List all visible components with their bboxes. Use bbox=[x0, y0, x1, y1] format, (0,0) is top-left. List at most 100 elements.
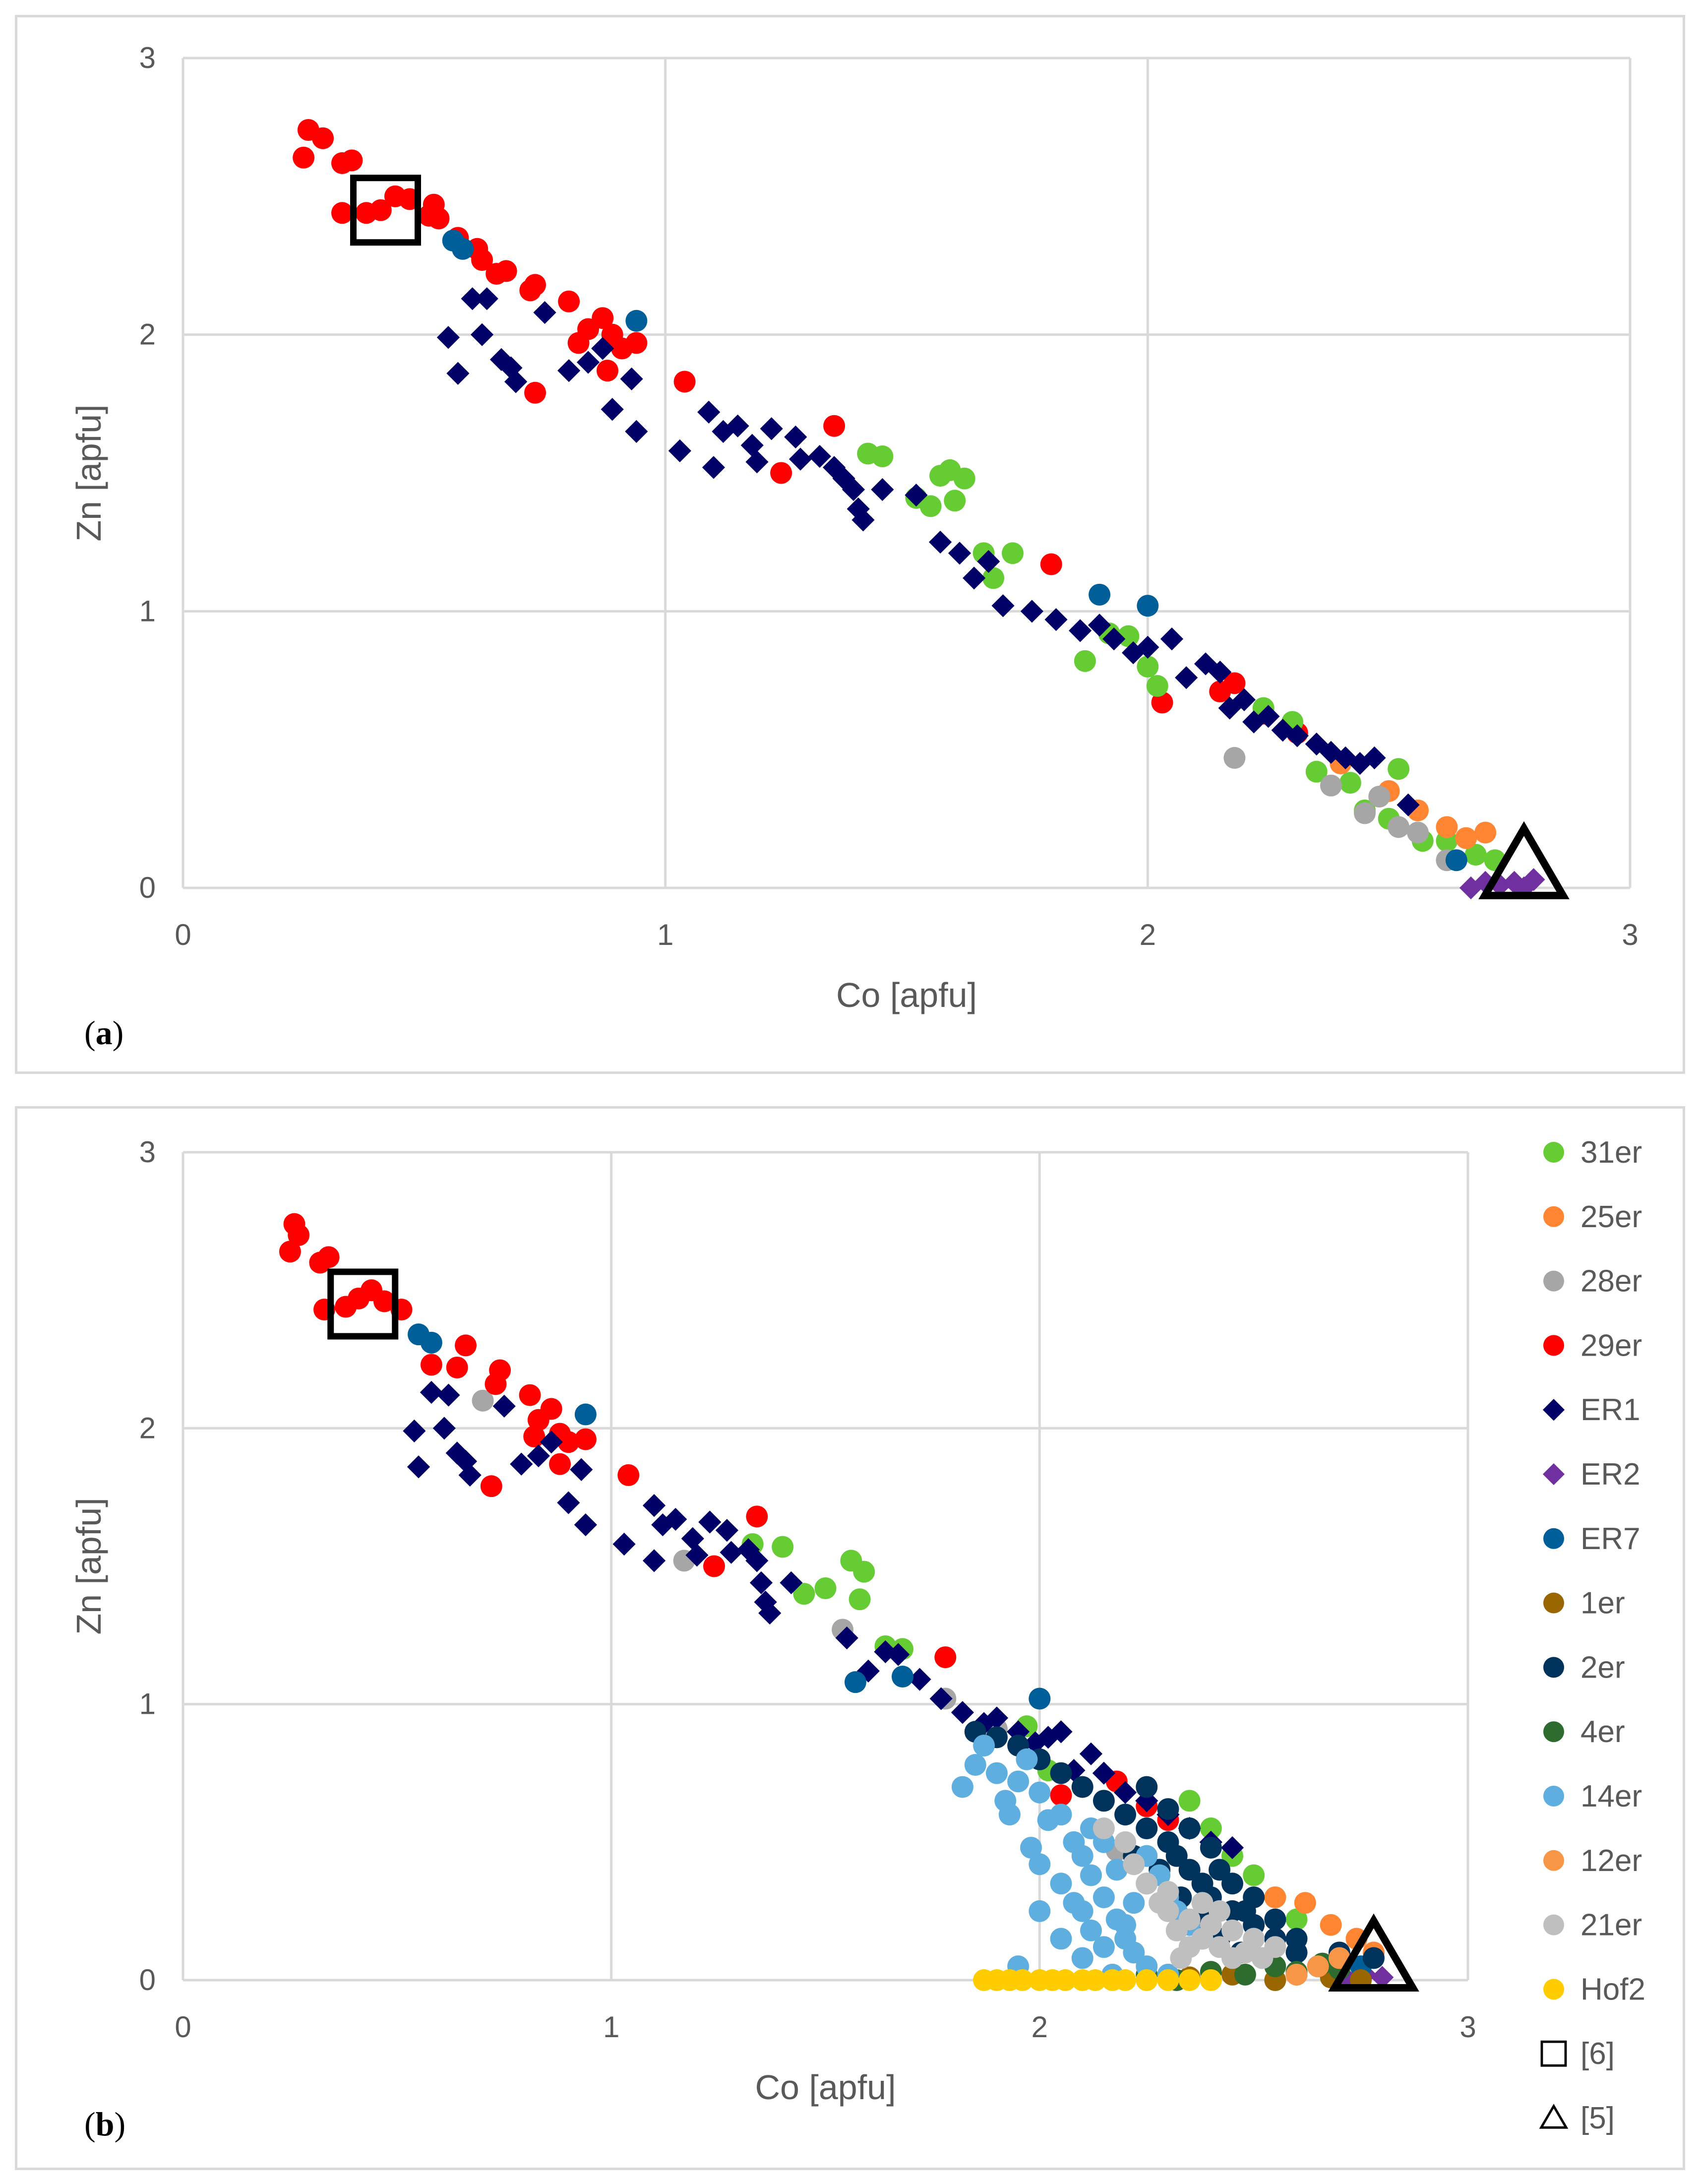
point-hof2 bbox=[1084, 1969, 1106, 1991]
point-14er bbox=[973, 1735, 995, 1757]
point-er1 bbox=[461, 287, 484, 311]
point-29er bbox=[617, 1464, 640, 1486]
point-er1 bbox=[492, 1394, 516, 1418]
point-er1 bbox=[407, 1455, 430, 1479]
point-er1 bbox=[436, 326, 460, 349]
point-21er bbox=[1264, 1936, 1286, 1958]
point-25er bbox=[1474, 821, 1497, 844]
y-tick-label: 3 bbox=[139, 41, 156, 74]
point-31er bbox=[982, 567, 1005, 589]
point-er1 bbox=[1079, 1742, 1103, 1765]
point-er1 bbox=[576, 351, 600, 374]
x-tick-label: 0 bbox=[175, 918, 191, 951]
point-14er bbox=[1071, 1947, 1093, 1969]
point-er1 bbox=[574, 1513, 597, 1537]
point-2er bbox=[1362, 1947, 1385, 1969]
point-31er bbox=[1137, 655, 1159, 678]
point-14er bbox=[1093, 1936, 1115, 1958]
legend-marker-6 bbox=[1540, 2040, 1567, 2067]
point-er1 bbox=[1396, 793, 1420, 816]
point-er1 bbox=[681, 1527, 704, 1550]
point-er7 bbox=[1029, 1687, 1051, 1710]
point-29er bbox=[519, 279, 542, 302]
point-er1 bbox=[1209, 660, 1232, 684]
point-14er bbox=[1105, 1859, 1128, 1881]
point-er1 bbox=[842, 478, 865, 501]
legend-marker-hof2 bbox=[1543, 1979, 1564, 2000]
chart-panel-b: 0 1 2 3 0 1 2 3 Co [apfu] Zn [apfu] (b) 31er 25er 28e… bbox=[15, 1106, 1685, 2170]
chart-panel-a: 0 1 2 3 0 1 2 3 Co [apfu] Zn [apfu] (a) bbox=[15, 15, 1685, 1074]
legend-label-14er: 14er bbox=[1580, 1779, 1642, 1813]
point-29er bbox=[519, 1384, 541, 1406]
point-er7 bbox=[891, 1666, 913, 1688]
point-29er bbox=[279, 1241, 301, 1263]
panel-label: (b) bbox=[84, 2105, 125, 2143]
legend-marker-12er bbox=[1543, 1850, 1564, 1871]
point-er1 bbox=[985, 1706, 1009, 1730]
point-er1 bbox=[533, 301, 556, 324]
point-29er bbox=[495, 260, 517, 282]
point-er1 bbox=[780, 1571, 803, 1594]
point-hof2 bbox=[1054, 1969, 1077, 1991]
point-er1 bbox=[847, 497, 870, 521]
point-er1 bbox=[702, 456, 726, 479]
legend-label-12er: 12er bbox=[1580, 1844, 1642, 1878]
point-er1 bbox=[570, 1458, 593, 1481]
point-31er bbox=[1388, 758, 1410, 780]
point-14er bbox=[1050, 1804, 1072, 1826]
point-29er bbox=[331, 202, 353, 224]
point-er1 bbox=[887, 1643, 910, 1666]
point-31er bbox=[1117, 625, 1140, 647]
point-28er bbox=[1320, 774, 1342, 797]
point-er1 bbox=[1069, 619, 1092, 642]
point-21er bbox=[1157, 1900, 1179, 1922]
point-28er bbox=[1354, 802, 1376, 824]
point-er7 bbox=[420, 1331, 442, 1354]
point-2er bbox=[1221, 1872, 1243, 1895]
point-er1 bbox=[504, 370, 528, 393]
point-er1 bbox=[1363, 746, 1386, 769]
point-hof2 bbox=[1157, 1969, 1179, 1991]
legend-label-25er: 25er bbox=[1580, 1200, 1642, 1234]
point-21er bbox=[1093, 1817, 1115, 1840]
point-31er bbox=[1464, 844, 1487, 866]
point-14er bbox=[1016, 1748, 1038, 1770]
point-28er bbox=[1407, 821, 1429, 844]
point-er1 bbox=[908, 1668, 931, 1691]
point-29er bbox=[625, 332, 648, 354]
point-er1 bbox=[403, 1419, 426, 1442]
point-er1 bbox=[475, 287, 498, 311]
y-tick-label: 1 bbox=[139, 594, 156, 627]
legend-marker-25er bbox=[1543, 1206, 1564, 1227]
point-2er bbox=[1178, 1859, 1201, 1881]
point-29er bbox=[1050, 1784, 1072, 1807]
point-er1 bbox=[856, 1659, 880, 1683]
point-er7 bbox=[625, 310, 648, 332]
x-tick-label: 3 bbox=[1622, 918, 1638, 951]
point-12er bbox=[1285, 1963, 1308, 1986]
point-31er bbox=[772, 1536, 794, 1558]
point-21er bbox=[1157, 1880, 1179, 1903]
point-er1 bbox=[1160, 627, 1184, 651]
legend-marker-4er bbox=[1543, 1721, 1564, 1743]
point-2er bbox=[1157, 1798, 1179, 1820]
legend-label-6: [6] bbox=[1580, 2037, 1615, 2071]
point-er1 bbox=[874, 1640, 897, 1664]
point-er1 bbox=[642, 1549, 666, 1572]
x-tick-label: 0 bbox=[175, 2010, 191, 2044]
point-31er bbox=[1001, 542, 1024, 564]
point-31er bbox=[1339, 772, 1361, 794]
point-29er bbox=[934, 1646, 957, 1669]
y-tick-label: 1 bbox=[139, 1687, 156, 1721]
point-28er bbox=[1368, 785, 1391, 808]
point-er2 bbox=[1371, 1966, 1394, 1989]
point-er1 bbox=[963, 566, 986, 590]
point-er1 bbox=[1049, 1720, 1073, 1744]
point-14er bbox=[1050, 1872, 1072, 1895]
point-31er bbox=[1178, 1790, 1201, 1812]
point-er1 bbox=[625, 420, 648, 443]
point-14er bbox=[1020, 1836, 1042, 1859]
point-2er bbox=[1050, 1762, 1072, 1784]
point-25er bbox=[1320, 1914, 1342, 1936]
point-er1 bbox=[1044, 608, 1068, 631]
